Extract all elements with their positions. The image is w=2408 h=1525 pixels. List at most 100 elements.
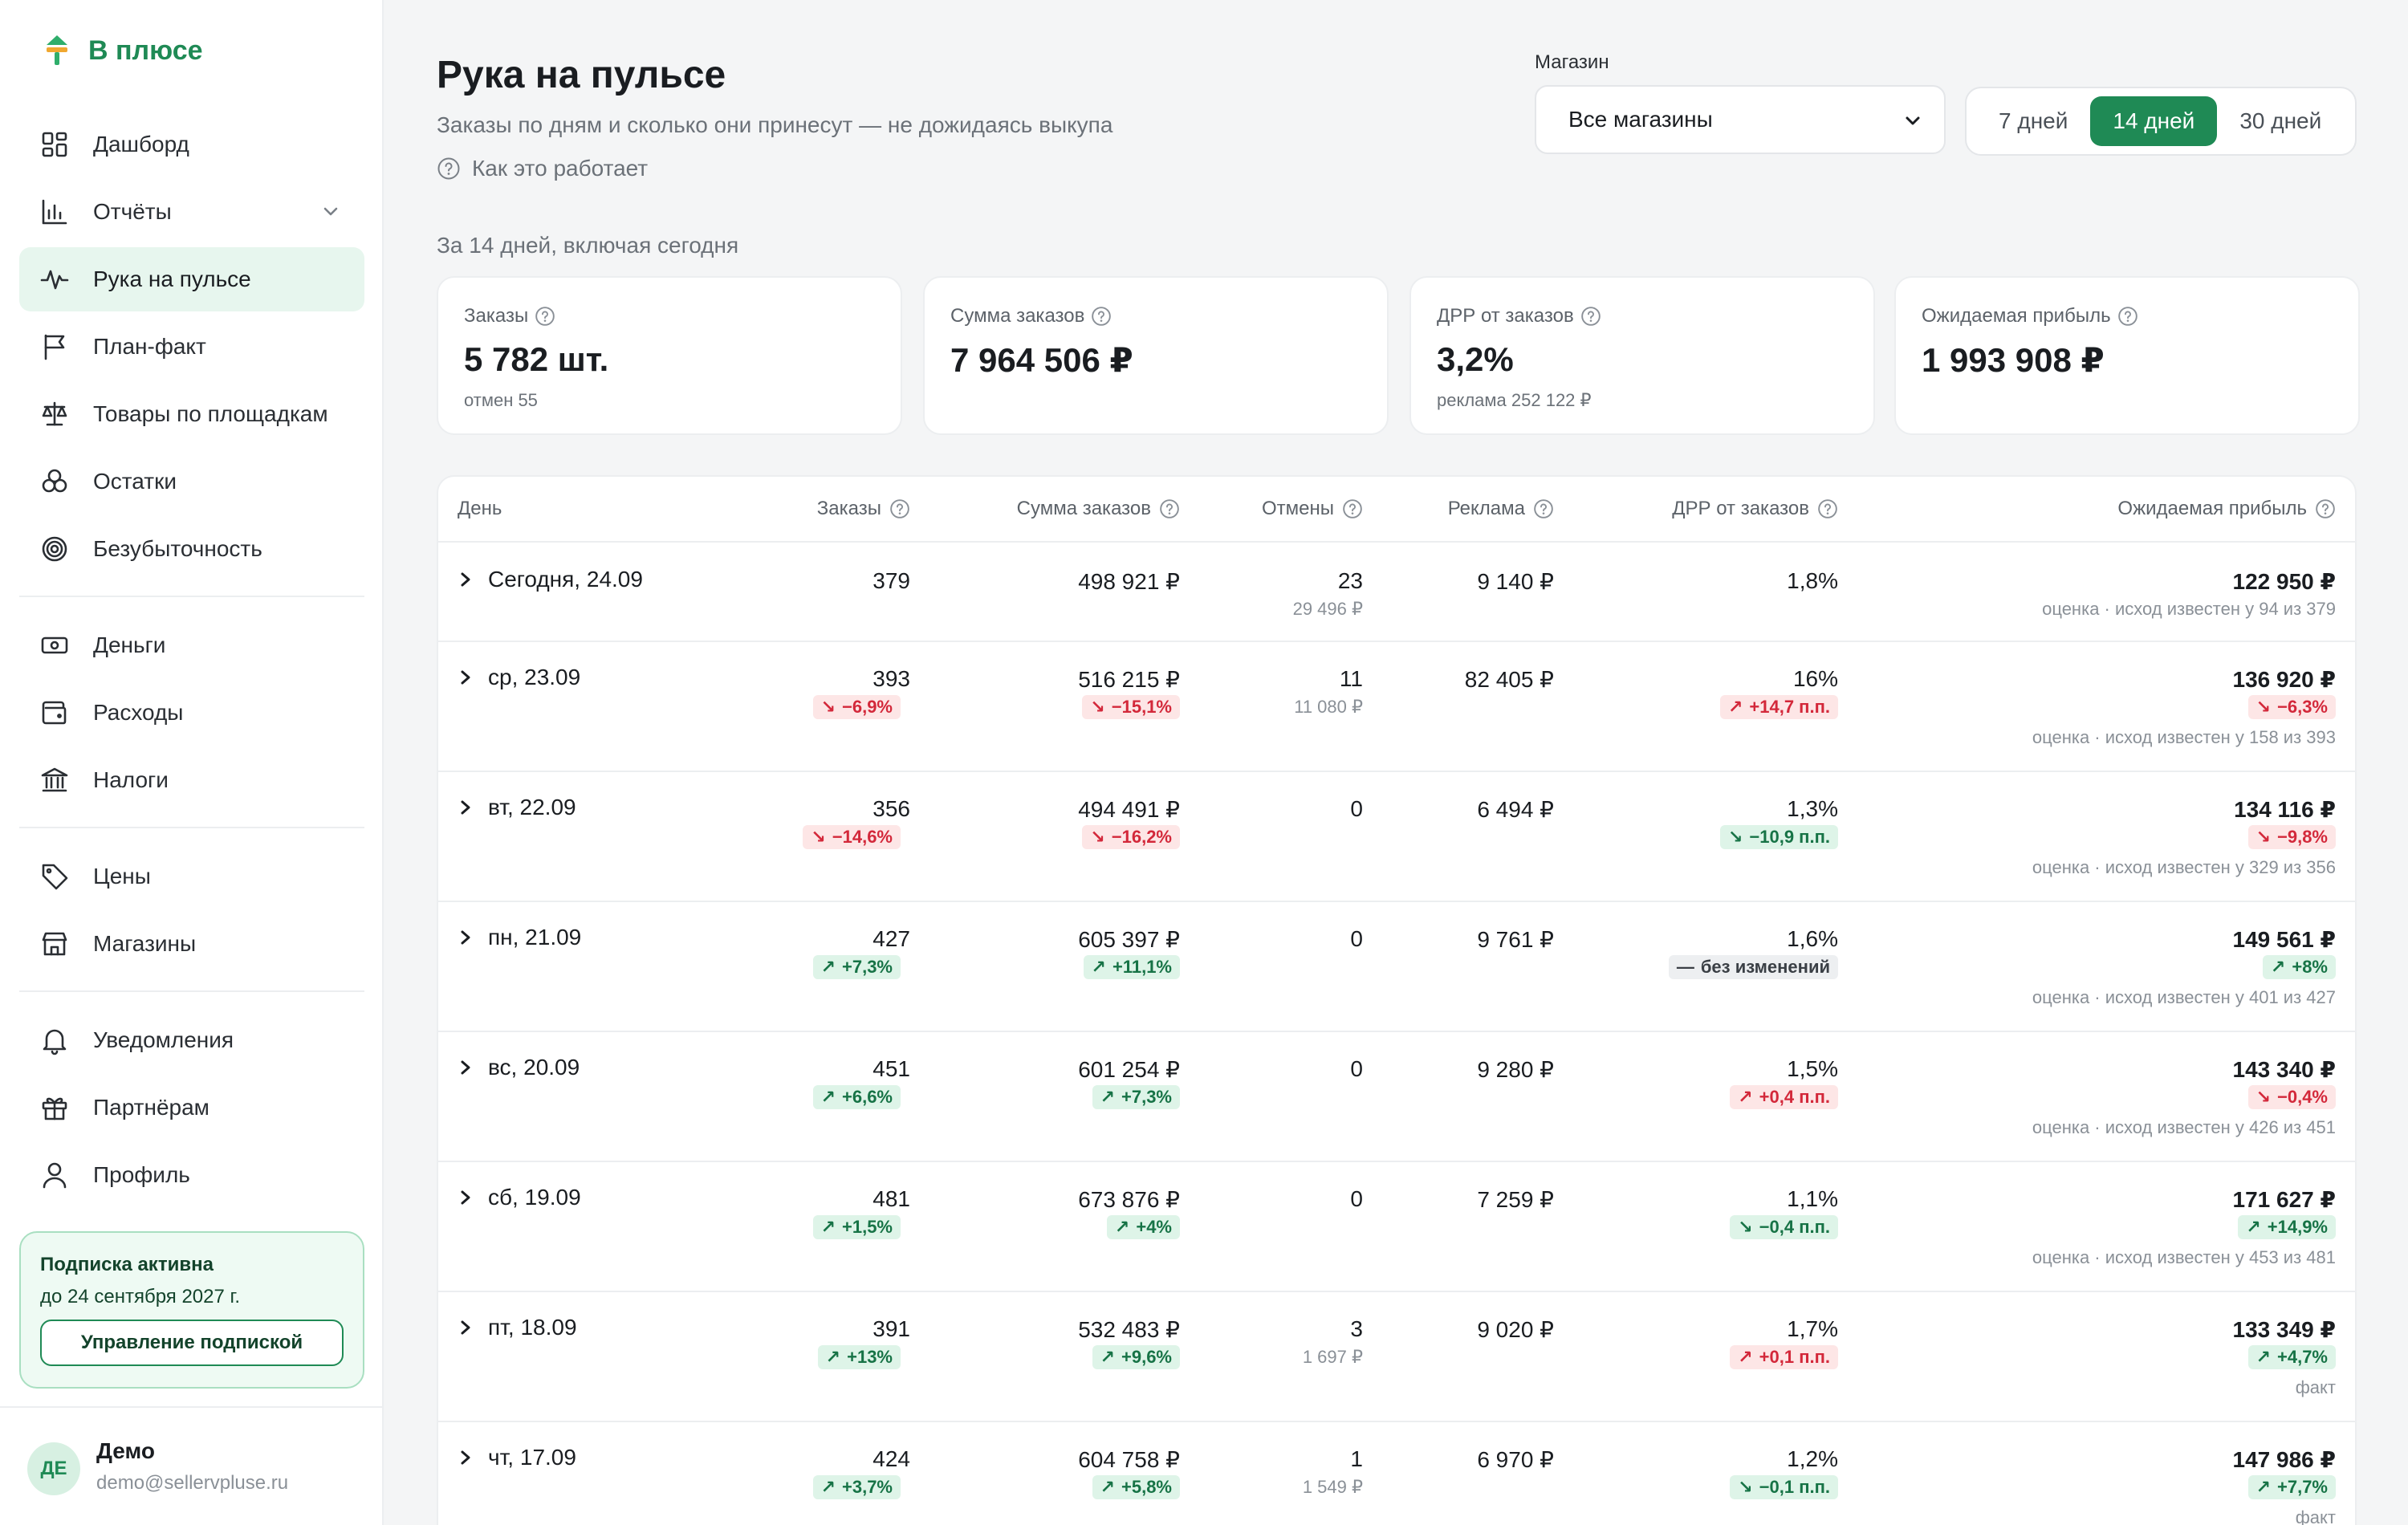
profit-note: оценка · исход известен у 401 из 427 (2032, 987, 2336, 1007)
chevron-right-icon[interactable] (458, 570, 474, 589)
chevron-right-icon[interactable] (458, 798, 474, 817)
chevron-right-icon[interactable] (458, 668, 474, 687)
day-cell[interactable]: вт, 22.09 (458, 795, 576, 820)
sidebar-item-14[interactable]: Партнёрам (19, 1076, 364, 1140)
change-value: +14,9% (2267, 1217, 2328, 1237)
chevron-down-icon (1906, 116, 1920, 125)
sum-value: 601 254 ₽ (1078, 1057, 1180, 1082)
orders-cell: 481 (872, 1186, 910, 1212)
day-label: пн, 21.09 (488, 925, 582, 950)
table-row[interactable]: вс, 20.09 451 ↗ +6,6% 601 254 ₽ ↗ +7,3% 0 9 280 … (438, 1032, 2355, 1162)
table-row[interactable]: чт, 17.09 424 ↗ +3,7% 604 758 ₽ ↗ +5,8% 1 1 549 … (438, 1422, 2355, 1525)
drr-change: ↘ −0,1 п.п. (1730, 1475, 1838, 1499)
store-select[interactable]: Все магазины (1535, 85, 1946, 154)
column-header-drr[interactable]: ДРР от заказов (1672, 498, 1838, 520)
trend-arrow-icon: ↘ (2255, 827, 2271, 847)
orders-value: 356 (872, 796, 910, 821)
chevron-right-icon[interactable] (458, 1188, 474, 1207)
chevron-right-icon[interactable] (458, 1058, 474, 1077)
sum-change: ↗ +11,1% (1083, 955, 1180, 979)
period-button-1[interactable]: 7 дней (1999, 108, 2068, 133)
change-badge: ↘ −0,1 п.п. (1730, 1475, 1838, 1499)
chevron-right-icon[interactable] (458, 1318, 474, 1337)
column-header-label: Ожидаемая прибыль (2117, 498, 2307, 519)
day-label: сб, 19.09 (488, 1185, 581, 1210)
profit-note: оценка · исход известен у 329 из 356 (2032, 857, 2336, 877)
profit-note-cell: оценка · исход известен у 453 из 481 (2032, 1247, 2336, 1268)
table-row[interactable]: пн, 21.09 427 ↗ +7,3% 605 397 ₽ ↗ +11,1% 0 9 761… (438, 902, 2355, 1032)
change-badge: ↗ +8% (2262, 955, 2336, 979)
chevron-right-icon[interactable] (458, 928, 474, 947)
day-cell[interactable]: вс, 20.09 (458, 1055, 580, 1080)
profit-cell: 133 349 ₽ (2233, 1316, 2336, 1343)
period-button-2[interactable]: 14 дней (2090, 96, 2218, 146)
sidebar-item-12[interactable]: Магазины (19, 912, 364, 976)
trend-arrow-icon: ↗ (1100, 1347, 1115, 1367)
divider (0, 1406, 382, 1408)
change-value: +9,6% (1121, 1347, 1172, 1367)
profit-cell: 136 920 ₽ (2233, 666, 2336, 693)
profit-cell: 134 116 ₽ (2234, 796, 2336, 823)
change-badge: ↗ +6,6% (812, 1085, 901, 1109)
day-cell[interactable]: пн, 21.09 (458, 925, 581, 950)
sidebar-item-label: Рука на пульсе (93, 266, 251, 291)
drr-value: 1,3% (1787, 796, 1838, 821)
cancels-cell: 1 (1350, 1446, 1363, 1472)
sidebar-item-10[interactable]: Налоги (19, 748, 364, 812)
kpi-label: Заказы (464, 305, 875, 327)
help-circle-icon (437, 157, 460, 180)
column-header-label: Отмены (1261, 498, 1334, 519)
drr-value: 1,8% (1787, 568, 1838, 593)
sidebar-item-11[interactable]: Цены (19, 844, 364, 909)
day-cell[interactable]: чт, 17.09 (458, 1445, 576, 1470)
cancels-cell: 0 (1350, 1056, 1363, 1082)
sidebar-item-5[interactable]: Товары по площадкам (19, 382, 364, 446)
cancels-cell: 23 (1338, 568, 1363, 594)
column-header-cancels[interactable]: Отмены (1262, 498, 1363, 520)
sidebar-item-1[interactable]: Дашборд (19, 112, 364, 177)
change-badge: — без изменений (1668, 955, 1838, 979)
cancels-value: 0 (1350, 926, 1363, 951)
kpi-value: 1 993 908 ₽ (1922, 341, 2105, 379)
day-cell[interactable]: Сегодня, 24.09 (458, 567, 643, 592)
chevron-right-icon[interactable] (458, 1448, 474, 1467)
cancels-cell: 3 (1350, 1316, 1363, 1342)
drr-value: 1,1% (1787, 1186, 1838, 1211)
user-icon (43, 1162, 67, 1189)
avatar[interactable]: ДЕ (27, 1442, 80, 1495)
column-header-day[interactable]: День (458, 498, 502, 520)
column-header-profit[interactable]: Ожидаемая прибыль (2117, 498, 2336, 520)
sidebar-item-8[interactable]: Деньги (19, 613, 364, 677)
column-header-orders[interactable]: Заказы (817, 498, 910, 520)
cancels-value: 3 (1350, 1316, 1363, 1341)
column-header-ads[interactable]: Реклама (1448, 498, 1554, 520)
day-cell[interactable]: пт, 18.09 (458, 1315, 577, 1340)
sidebar-item-7[interactable]: Безубыточность (19, 517, 364, 581)
column-header-label: День (458, 498, 502, 519)
table-row[interactable]: вт, 22.09 356 ↘ −14,6% 494 491 ₽ ↘ −16,2% 0 6 49… (438, 772, 2355, 902)
logo[interactable]: В плюсе (40, 31, 203, 71)
ads-value: 6 970 ₽ (1477, 1447, 1554, 1472)
table-row[interactable]: сб, 19.09 481 ↗ +1,5% 673 876 ₽ ↗ +4% 0 7 259 ₽ 1… (438, 1162, 2355, 1292)
sidebar-item-15[interactable]: Профиль (19, 1143, 364, 1207)
table-row[interactable]: Сегодня, 24.09 379 498 921 ₽ 23 29 496 ₽ 9 14… (438, 544, 2355, 642)
how-it-works-link[interactable]: Как это работает (437, 156, 648, 181)
table-row[interactable]: пт, 18.09 391 ↗ +13% 532 483 ₽ ↗ +9,6% 3 1 697 ₽… (438, 1292, 2355, 1422)
sidebar-item-6[interactable]: Остатки (19, 449, 364, 514)
trend-arrow-icon: ↗ (820, 1477, 836, 1497)
sidebar-item-9[interactable]: Расходы (19, 681, 364, 745)
manage-subscription-button[interactable]: Управление подпиской (40, 1320, 344, 1366)
table-row[interactable]: ср, 23.09 393 ↘ −6,9% 516 215 ₽ ↘ −15,1% 11 11 0… (438, 642, 2355, 772)
period-button-3[interactable]: 30 дней (2239, 108, 2322, 133)
kpi-label-text: Ожидаемая прибыль (1922, 305, 2111, 327)
profit-note: оценка · исход известен у 158 из 393 (2032, 727, 2336, 747)
chevron-down-icon[interactable] (319, 201, 342, 223)
day-cell[interactable]: сб, 19.09 (458, 1185, 581, 1210)
sidebar-item-4[interactable]: План-факт (19, 315, 364, 379)
sidebar-item-3[interactable]: Рука на пульсе (19, 247, 364, 311)
day-cell[interactable]: ср, 23.09 (458, 665, 580, 690)
sidebar-nav: Дашборд Отчёты Рука на пульсе План-факт Това… (19, 112, 364, 1210)
sidebar-item-2[interactable]: Отчёты (19, 180, 364, 244)
column-header-sum[interactable]: Сумма заказов (1017, 498, 1180, 520)
sidebar-item-13[interactable]: Уведомления (19, 1008, 364, 1072)
